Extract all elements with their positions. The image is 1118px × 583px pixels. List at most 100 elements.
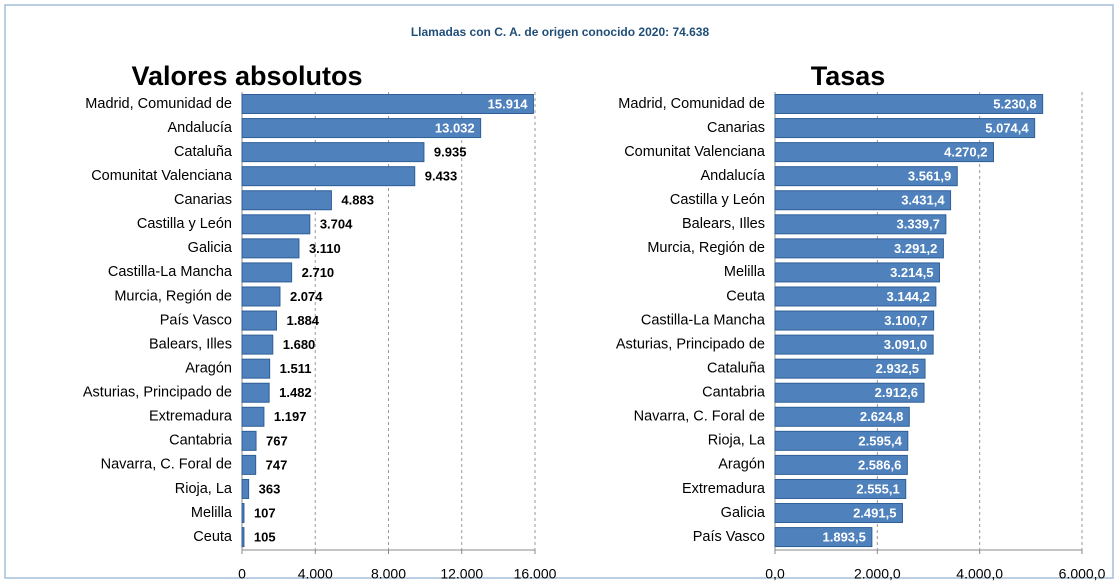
bar	[774, 142, 994, 163]
y-tick-label: Canarias	[707, 120, 765, 136]
y-tick-label: Galicia	[188, 240, 233, 256]
bar	[774, 118, 1036, 139]
value-label: 2.595,4	[858, 433, 902, 448]
y-tick-label: Madrid, Comunidad de	[85, 96, 232, 112]
x-tick-label: 12.000	[440, 566, 483, 582]
y-tick-label: Andalucía	[168, 120, 233, 136]
value-label: 3.214,5	[890, 265, 933, 280]
bar	[241, 142, 425, 163]
x-tick-label: 0	[238, 566, 246, 582]
y-tick-label: Ceuta	[726, 288, 766, 304]
value-label: 3.291,2	[894, 241, 937, 256]
y-tick-label: Melilla	[191, 505, 233, 521]
value-label: 2.912,6	[875, 385, 918, 400]
bar	[774, 358, 926, 379]
y-tick-label: Asturias, Principado de	[83, 385, 232, 401]
bar	[241, 262, 293, 283]
y-tick-label: Rioja, La	[175, 481, 233, 497]
y-tick-label: País Vasco	[693, 529, 765, 545]
y-tick-label: Cantabria	[169, 433, 233, 449]
bar	[774, 94, 1044, 114]
value-label: 3.704	[320, 217, 353, 232]
value-label: 1.197	[274, 409, 307, 424]
y-tick-label: Comunitat Valenciana	[91, 168, 233, 184]
bar	[241, 382, 270, 403]
y-tick-label: Balears, Illes	[149, 336, 232, 352]
value-label: 3.561,9	[908, 169, 951, 184]
x-tick-label: 4.000	[298, 566, 333, 582]
value-label: 2.586,6	[858, 457, 901, 472]
value-label: 2.932,5	[876, 361, 919, 376]
y-tick-label: Ceuta	[193, 529, 233, 545]
bar	[241, 94, 534, 114]
x-tick-label: 0,0	[765, 566, 785, 582]
value-label: 13.032	[435, 120, 475, 135]
y-tick-label: Castilla y León	[670, 192, 765, 208]
bar	[774, 334, 934, 355]
value-label: 9.935	[434, 145, 467, 160]
y-tick-label: Extremadura	[149, 409, 233, 425]
value-label: 3.431,4	[901, 193, 945, 208]
bar	[241, 238, 300, 259]
value-label: 3.110	[309, 241, 341, 256]
bar	[774, 190, 952, 211]
bar	[774, 503, 903, 524]
value-label: 1.884	[287, 313, 320, 328]
bar	[774, 262, 940, 283]
bar	[774, 310, 935, 331]
x-tick-label: 6.000,0	[1059, 566, 1106, 582]
value-label: 2.555,1	[856, 481, 899, 496]
y-tick-label: Murcia, Región de	[647, 240, 765, 256]
bar	[241, 430, 257, 451]
value-label: 2.074	[290, 289, 323, 304]
y-tick-label: Navarra, C. Foral de	[101, 457, 232, 473]
value-label: 107	[254, 505, 276, 520]
value-label: 2.624,8	[860, 409, 903, 424]
y-tick-label: Cataluña	[174, 144, 233, 160]
value-label: 9.433	[425, 169, 458, 184]
bar	[241, 527, 245, 548]
value-label: 2.710	[302, 265, 335, 280]
y-tick-label: Andalucía	[701, 168, 766, 184]
y-tick-label: País Vasco	[160, 312, 232, 328]
value-label: 5.074,4	[985, 120, 1029, 135]
bar	[241, 286, 281, 307]
value-label: 747	[266, 457, 288, 472]
value-label: 3.144,2	[887, 289, 930, 304]
value-label: 1.482	[279, 385, 312, 400]
bar	[774, 382, 925, 403]
y-tick-label: Aragón	[185, 360, 232, 376]
chart-title: Tasas	[811, 61, 886, 91]
x-tick-label: 2.000,0	[854, 566, 901, 582]
bar	[774, 286, 937, 307]
x-tick-label: 8.000	[371, 566, 406, 582]
value-label: 1.893,5	[823, 530, 866, 545]
y-tick-label: Rioja, La	[708, 433, 766, 449]
y-tick-label: Castilla-La Mancha	[641, 312, 766, 328]
value-label: 4.883	[341, 193, 374, 208]
y-tick-label: Castilla y León	[137, 216, 232, 232]
bar	[241, 478, 250, 499]
bar	[774, 166, 958, 187]
y-tick-label: Comunitat Valenciana	[624, 144, 766, 160]
bar	[241, 406, 265, 427]
bar	[774, 214, 947, 235]
value-label: 767	[266, 433, 288, 448]
bar	[241, 118, 482, 139]
y-tick-label: Murcia, Región de	[114, 288, 232, 304]
y-tick-label: Balears, Illes	[682, 216, 765, 232]
y-tick-label: Melilla	[724, 264, 766, 280]
y-tick-label: Madrid, Comunidad de	[618, 96, 765, 112]
value-label: 15.914	[488, 96, 529, 111]
y-tick-label: Cantabria	[702, 385, 766, 401]
bar	[241, 190, 332, 211]
value-label: 3.091,0	[884, 337, 927, 352]
y-tick-label: Navarra, C. Foral de	[634, 409, 765, 425]
bar	[774, 478, 907, 499]
y-tick-label: Cataluña	[707, 360, 766, 376]
value-label: 1.511	[280, 361, 312, 376]
y-tick-label: Aragón	[718, 457, 765, 473]
y-tick-label: Canarias	[174, 192, 232, 208]
bar	[774, 406, 910, 427]
